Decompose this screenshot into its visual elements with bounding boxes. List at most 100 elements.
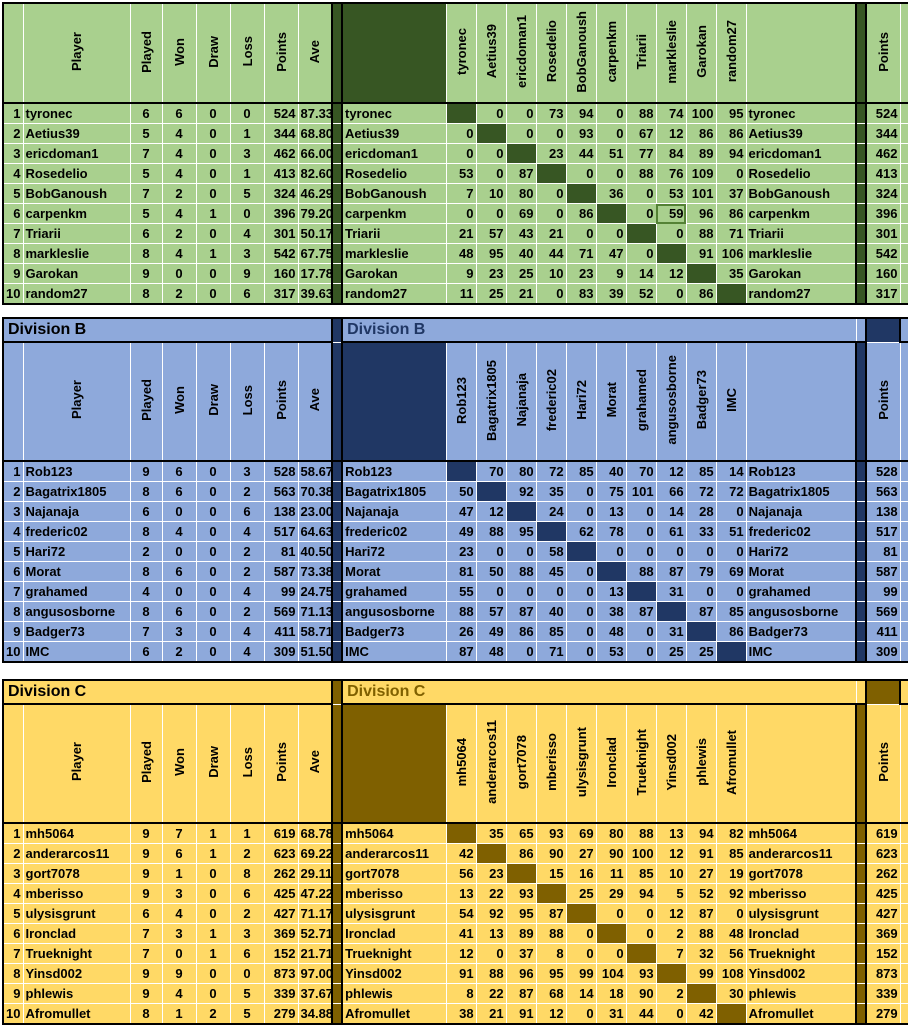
grid-player-name-cell: phlewis <box>341 983 447 1004</box>
score-cell: 56 <box>715 943 747 964</box>
points-against-header: Points Against <box>899 703 908 824</box>
score-cell: 0 <box>505 641 537 663</box>
score-cell: 87 <box>685 903 717 924</box>
opponent-header: ericdoman1 <box>505 2 537 104</box>
loss-cell: 2 <box>229 843 265 864</box>
points-against-cell: 739 <box>899 863 908 884</box>
won-header-label: Won <box>171 748 187 776</box>
points-cell: 425 <box>263 883 299 904</box>
score-cell: 12 <box>655 123 687 144</box>
rank-cell: 10 <box>2 641 24 663</box>
table-row: 2 anderarcos11 9 6 1 2 623 69.22 anderarcos11 42 8… <box>2 843 908 864</box>
score-cell: 28 <box>685 501 717 522</box>
score-cell: 88 <box>535 923 567 944</box>
rank-cell: 6 <box>2 561 24 582</box>
score-cell: 92 <box>505 481 537 502</box>
separator-bar <box>331 460 344 482</box>
separator-bar <box>855 843 868 864</box>
grid-player-name-cell: Rob123 <box>341 460 447 482</box>
grid-player-name-cell: frederic02 <box>341 521 447 542</box>
points-cell: 262 <box>263 863 299 884</box>
division-b-section: Division B Division B Player Played Won Draw L… <box>2 317 908 663</box>
division-c-section: Division C Division C Player Played Won Draw L… <box>2 679 908 1025</box>
ave-cell: 24.75 <box>297 581 333 602</box>
score-cell: 0 <box>445 123 477 144</box>
score-cell: 84 <box>655 143 687 164</box>
table-row: 2 Bagatrix1805 8 6 0 2 563 70.38 Bagatrix1805 50 9… <box>2 481 908 502</box>
loss-header-label: Loss <box>239 746 255 778</box>
player-name-cell: Trueknight <box>22 943 131 964</box>
right-player-name-cell: anderarcos11 <box>745 843 857 864</box>
points-cell: 396 <box>263 203 299 224</box>
right-player-name-cell: Yinsd002 <box>745 963 857 984</box>
score-cell: 44 <box>565 143 597 164</box>
header-row: Player Played Won Draw Loss Points Ave tyronec A… <box>2 2 908 104</box>
score-cell: 86 <box>685 283 717 305</box>
rank-cell: 7 <box>2 223 24 244</box>
rank-cell: 3 <box>2 863 24 884</box>
score-cell: 35 <box>535 481 567 502</box>
diagonal-cell <box>565 183 597 204</box>
rank-cell: 4 <box>2 521 24 542</box>
score-cell: 88 <box>625 102 657 124</box>
table-row: 7 grahamed 4 0 0 4 99 24.75 grahamed 55 0 0 0 0 13 31 0 0… <box>2 581 908 602</box>
ave-cell: 29.11 <box>297 863 333 884</box>
rank-cell: 5 <box>2 903 24 924</box>
points-total-cell: 587 <box>865 561 901 582</box>
separator-bar <box>331 541 344 562</box>
score-cell: 99 <box>685 963 717 984</box>
opponent-header-label: IMC <box>723 388 739 412</box>
score-cell: 80 <box>595 822 627 844</box>
played-cell: 8 <box>129 521 163 542</box>
points-cell: 279 <box>263 1003 299 1025</box>
score-cell: 73 <box>535 102 567 124</box>
right-player-name-cell: Bagatrix1805 <box>745 481 857 502</box>
score-cell: 85 <box>535 621 567 642</box>
score-cell: 96 <box>685 203 717 224</box>
separator-bar <box>331 481 344 502</box>
right-player-header <box>745 703 857 824</box>
ave-cell: 67.75 <box>297 243 333 264</box>
ave-cell: 47.22 <box>297 883 333 904</box>
loss-header-label: Loss <box>239 36 255 67</box>
opponent-header-label: BobGanoush <box>573 10 589 93</box>
won-cell: 1 <box>161 863 197 884</box>
player-header-label: Player <box>69 742 84 782</box>
draw-cell: 2 <box>195 1003 231 1025</box>
points-header: Points <box>263 2 299 104</box>
played-cell: 8 <box>129 243 163 264</box>
score-cell: 14 <box>655 501 687 522</box>
title-spacer-right <box>899 317 908 343</box>
player-name-cell: Morat <box>22 561 131 582</box>
draw-header-label: Draw <box>205 746 221 778</box>
points-cell: 427 <box>263 903 299 924</box>
won-cell: 4 <box>161 903 197 924</box>
score-cell: 74 <box>655 102 687 124</box>
separator-bar <box>331 183 343 204</box>
title-spacer <box>855 679 867 705</box>
opponent-header: Yinsd002 <box>655 703 687 824</box>
won-cell: 6 <box>161 460 197 482</box>
diagonal-cell <box>715 283 747 305</box>
points-header-label: Points <box>273 31 289 72</box>
points-cell: 99 <box>263 581 299 602</box>
table-row: 2 Aetius39 5 4 0 1 344 68.80 Aetius39 0 0 0 93 0 67 12 8… <box>2 123 908 144</box>
played-cell: 7 <box>129 143 163 164</box>
played-cell: 9 <box>129 822 163 844</box>
grid-corner <box>341 341 447 462</box>
points-against-cell: 316 <box>899 843 908 864</box>
diagonal-cell <box>685 621 717 642</box>
ave-header-label: Ave <box>307 750 323 774</box>
points-total-cell: 339 <box>865 983 901 1004</box>
score-cell: 0 <box>475 203 507 224</box>
separator-bar <box>331 102 343 124</box>
table-row: 6 carpenkm 5 4 1 0 396 79.20 carpenkm 0 0 69 0 86 0 59 9… <box>2 203 908 224</box>
score-cell: 0 <box>595 541 627 562</box>
points-against-cell: 363 <box>899 923 908 944</box>
score-cell: 95 <box>715 102 747 124</box>
grid-player-name-cell: markleslie <box>341 243 447 264</box>
score-cell: 93 <box>625 963 657 984</box>
opponent-header: mberisso <box>535 703 567 824</box>
separator-bar <box>331 883 344 904</box>
opponent-header: ulysisgrunt <box>565 703 597 824</box>
